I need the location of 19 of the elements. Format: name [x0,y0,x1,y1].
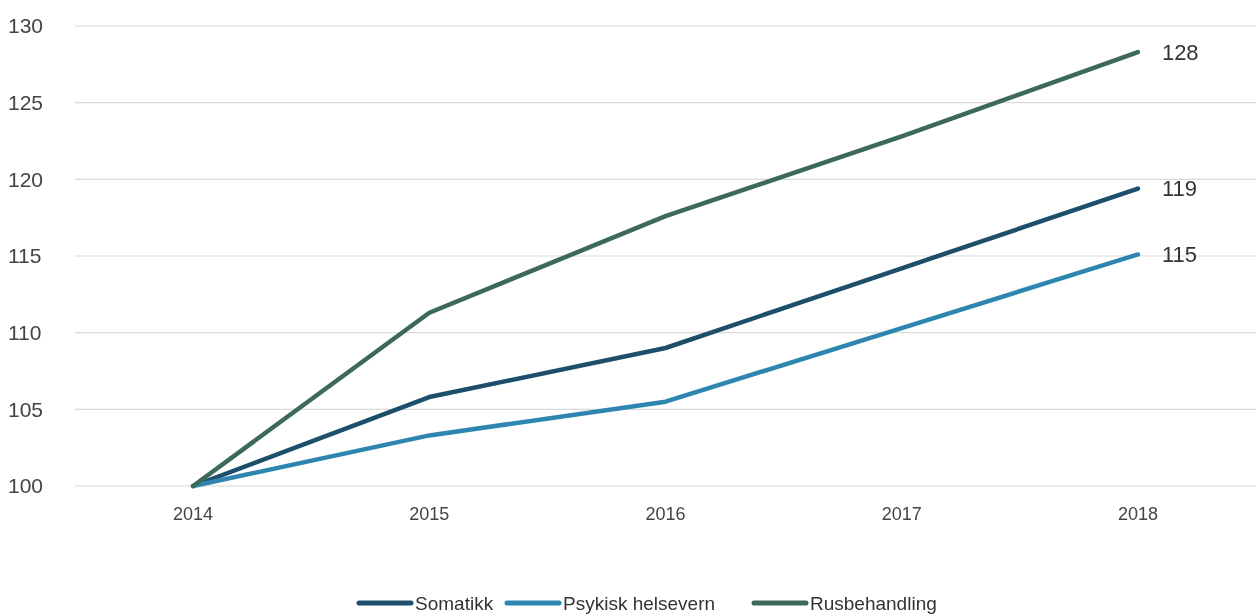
legend-label: Somatikk [415,592,494,614]
data-label: 115 [1161,242,1197,268]
x-tick-label: 2018 [1117,504,1158,524]
y-tick-label: 105 [8,397,44,421]
y-tick-label: 125 [8,91,44,115]
y-tick-label: 120 [8,167,44,191]
y-tick-label: 115 [8,244,42,268]
x-tick-label: 2015 [409,504,450,524]
data-label: 119 [1161,176,1197,202]
legend-label: Rusbehandling [810,592,937,614]
line-series [190,49,1141,489]
x-tick-label: 2017 [881,504,922,524]
y-tick-label: 110 [8,321,42,345]
x-tick-label: 2014 [173,504,214,524]
x-tick-label: 2016 [645,504,686,524]
legend-label: Psykisk helsevern [563,592,716,614]
data-label: 128 [1161,39,1199,65]
y-tick-label: 100 [8,474,44,498]
y-tick-label: 130 [8,14,44,38]
